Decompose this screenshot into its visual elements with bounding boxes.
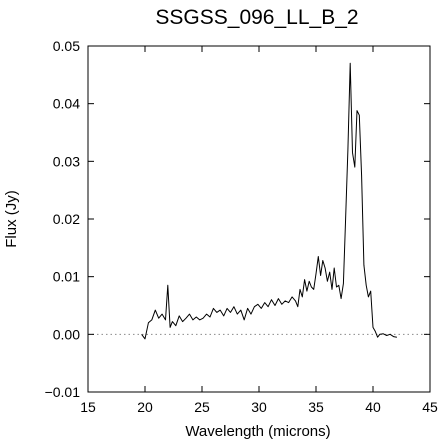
y-axis: −0.01 0.00 0.01 0.02 0.03 0.04 0.05 xyxy=(45,38,430,400)
chart-title: SSGSS_096_LL_B_2 xyxy=(155,6,358,29)
y-axis-label: Flux (Jy) xyxy=(3,190,20,248)
x-tick-label: 30 xyxy=(251,399,267,415)
plot-frame xyxy=(87,45,431,393)
y-tick-label: 0.03 xyxy=(53,153,80,169)
x-axis: 15 20 25 30 35 40 45 xyxy=(80,46,438,415)
y-tick-label: 0.02 xyxy=(53,211,80,227)
flux-series-line xyxy=(141,62,397,340)
x-tick-label: 40 xyxy=(365,399,381,415)
y-tick-label: −0.01 xyxy=(45,384,81,400)
y-tick-label: 0.01 xyxy=(53,269,80,285)
x-tick-label: 35 xyxy=(308,399,324,415)
y-tick-label: 0.04 xyxy=(53,96,80,112)
x-axis-label: Wavelength (microns) xyxy=(185,423,330,440)
x-tick-label: 45 xyxy=(422,399,438,415)
series-layer xyxy=(141,62,397,340)
x-tick-label: 15 xyxy=(80,399,96,415)
x-tick-label: 20 xyxy=(137,399,153,415)
y-tick-label: 0.00 xyxy=(53,326,80,342)
y-tick-label: 0.05 xyxy=(53,38,80,54)
x-tick-label: 25 xyxy=(194,399,210,415)
